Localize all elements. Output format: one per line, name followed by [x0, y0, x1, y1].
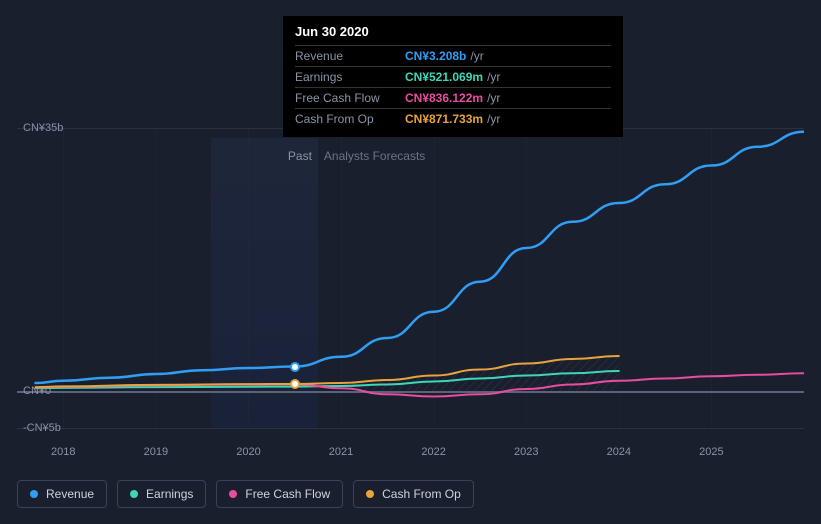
series-revenue	[36, 132, 804, 383]
marker	[290, 379, 300, 389]
tooltip-row: Cash From OpCN¥871.733m/yr	[295, 108, 611, 129]
tooltip-unit: /yr	[487, 91, 500, 105]
tooltip-label: Earnings	[295, 70, 405, 84]
tooltip-row: Free Cash FlowCN¥836.122m/yr	[295, 87, 611, 108]
tooltip-label: Cash From Op	[295, 112, 405, 126]
tooltip-value: CN¥836.122m	[405, 91, 483, 105]
tooltip-row: RevenueCN¥3.208b/yr	[295, 45, 611, 66]
legend-dot	[130, 490, 138, 498]
tooltip-row: EarningsCN¥521.069m/yr	[295, 66, 611, 87]
tooltip-unit: /yr	[470, 49, 483, 63]
chart-area: CN¥35bCN¥0-CN¥5bPastAnalysts Forecasts20…	[17, 118, 804, 448]
tooltip-unit: /yr	[487, 112, 500, 126]
legend-label: Revenue	[46, 487, 94, 501]
legend-label: Earnings	[146, 487, 193, 501]
legend-dot	[229, 490, 237, 498]
legend: Revenue Earnings Free Cash Flow Cash From O…	[17, 480, 474, 508]
tooltip-value: CN¥3.208b	[405, 49, 466, 63]
tooltip-value: CN¥521.069m	[405, 70, 483, 84]
chart-svg	[17, 118, 804, 448]
legend-item-free-cash-flow[interactable]: Free Cash Flow	[216, 480, 343, 508]
tooltip-value: CN¥871.733m	[405, 112, 483, 126]
tooltip-unit: /yr	[487, 70, 500, 84]
tooltip-box: Jun 30 2020 RevenueCN¥3.208b/yrEarningsC…	[283, 16, 623, 137]
tooltip-label: Free Cash Flow	[295, 91, 405, 105]
legend-dot	[30, 490, 38, 498]
legend-item-earnings[interactable]: Earnings	[117, 480, 206, 508]
legend-label: Cash From Op	[382, 487, 461, 501]
marker	[290, 362, 300, 372]
tooltip-date: Jun 30 2020	[295, 24, 611, 45]
legend-item-revenue[interactable]: Revenue	[17, 480, 107, 508]
legend-label: Free Cash Flow	[245, 487, 330, 501]
legend-item-cash-from-op[interactable]: Cash From Op	[353, 480, 474, 508]
tooltip-label: Revenue	[295, 49, 405, 63]
legend-dot	[366, 490, 374, 498]
